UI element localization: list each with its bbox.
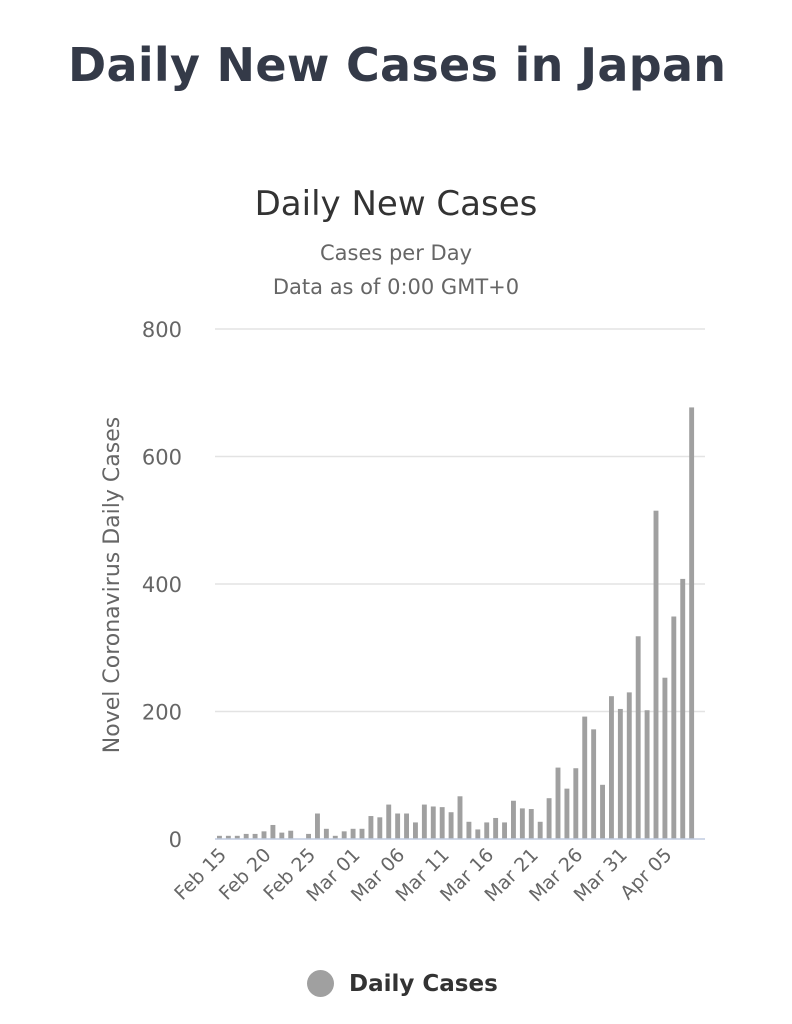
bar[interactable] [225,835,231,839]
bar[interactable] [573,768,579,839]
bar[interactable] [279,832,285,839]
bar[interactable] [395,813,401,840]
gridlines [215,328,705,713]
bar[interactable] [332,835,338,839]
y-axis-ticks: 0 200 400 600 800 [142,318,182,852]
bar[interactable] [359,828,365,839]
bar[interactable] [671,616,677,839]
bar[interactable] [457,796,463,839]
bar[interactable] [493,817,499,839]
bar[interactable] [582,716,588,839]
bar[interactable] [341,831,347,839]
bar[interactable] [306,833,311,839]
bar[interactable] [270,824,276,839]
bar[interactable] [466,821,472,839]
bar[interactable] [591,729,597,839]
y-axis-label: Novel Coronavirus Daily Cases [100,417,125,753]
bar[interactable] [350,828,356,839]
bar[interactable] [511,800,516,839]
chart-data-timestamp: Data as of 0:00 GMT+0 [272,275,520,299]
bar[interactable] [421,804,427,839]
bar[interactable] [475,829,481,839]
bar[interactable] [600,784,605,839]
bar[interactable] [635,636,641,839]
bar[interactable] [404,813,409,840]
bar[interactable] [439,807,445,839]
bars [217,407,695,840]
legend[interactable]: Daily Cases [307,970,498,997]
y-tick-label: 400 [142,573,182,597]
bar[interactable] [680,578,686,839]
chart-subtitle: Cases per Day [319,241,473,265]
bar[interactable] [546,798,552,839]
bar[interactable] [484,822,490,839]
bar[interactable] [430,806,436,839]
bar[interactable] [609,696,614,839]
bar[interactable] [377,817,383,839]
bar[interactable] [217,835,222,839]
bar[interactable] [617,708,623,839]
bar[interactable] [519,808,525,839]
legend-label: Daily Cases [349,970,498,997]
bar[interactable] [626,692,632,839]
y-tick-label: 600 [142,446,182,470]
bar[interactable] [252,833,258,839]
bar[interactable] [243,833,249,839]
bar[interactable] [234,835,240,839]
bar[interactable] [323,828,329,839]
bar[interactable] [502,822,507,839]
bar[interactable] [368,816,374,839]
bar[interactable] [528,809,534,839]
bar[interactable] [653,510,659,839]
page-title: Daily New Cases in Japan [68,38,727,92]
bar[interactable] [448,812,454,839]
bar[interactable] [386,804,392,839]
bar[interactable] [288,830,294,839]
bar[interactable] [564,788,570,839]
bar[interactable] [315,813,320,840]
bar[interactable] [537,821,543,839]
legend-swatch [307,970,334,997]
bar[interactable] [413,822,418,839]
bar[interactable] [689,407,695,839]
y-tick-label: 0 [169,828,182,852]
bar[interactable] [662,677,668,839]
y-tick-label: 800 [142,318,182,342]
bar[interactable] [261,831,267,839]
bar[interactable] [644,710,650,839]
chart-title: Daily New Cases [254,184,538,224]
y-tick-label: 200 [142,701,182,725]
bar[interactable] [555,767,561,839]
